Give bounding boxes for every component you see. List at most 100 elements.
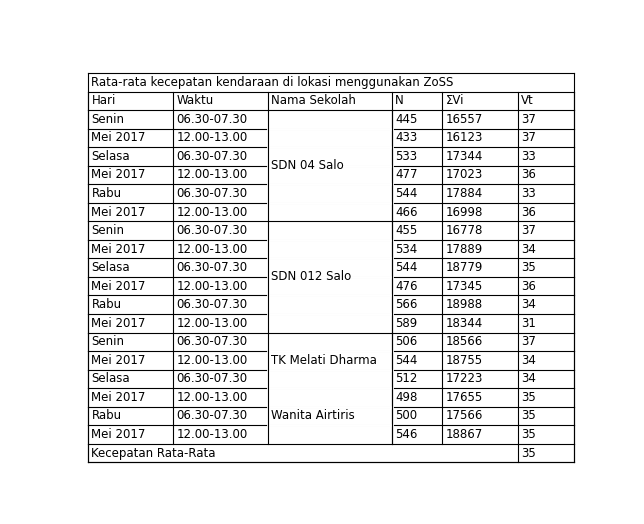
Text: Waktu: Waktu [176, 94, 214, 107]
Text: 589: 589 [395, 317, 417, 330]
Text: 06.30-07.30: 06.30-07.30 [176, 150, 247, 163]
Text: Hari: Hari [91, 94, 116, 107]
Text: 06.30-07.30: 06.30-07.30 [176, 187, 247, 200]
Text: 34: 34 [521, 298, 536, 311]
Text: 17344: 17344 [446, 150, 484, 163]
Text: Vt: Vt [521, 94, 534, 107]
Text: Rata-rata kecepatan kendaraan di lokasi menggunakan ZoSS: Rata-rata kecepatan kendaraan di lokasi … [91, 76, 454, 89]
Text: 36: 36 [521, 280, 536, 293]
Text: Mei 2017: Mei 2017 [91, 168, 146, 181]
Text: 34: 34 [521, 373, 536, 385]
Text: Mei 2017: Mei 2017 [91, 354, 146, 367]
Text: 534: 534 [395, 243, 417, 256]
Text: 06.30-07.30: 06.30-07.30 [176, 224, 247, 237]
Text: 33: 33 [521, 150, 536, 163]
Text: Mei 2017: Mei 2017 [91, 280, 146, 293]
Text: 31: 31 [521, 317, 536, 330]
Text: 466: 466 [395, 205, 417, 219]
Text: Senin: Senin [91, 224, 124, 237]
Text: 06.30-07.30: 06.30-07.30 [176, 298, 247, 311]
Text: 36: 36 [521, 205, 536, 219]
Text: Mei 2017: Mei 2017 [91, 428, 146, 441]
Text: TK Melati Dharma: TK Melati Dharma [271, 354, 377, 367]
Text: Mei 2017: Mei 2017 [91, 243, 146, 256]
Text: 37: 37 [521, 113, 536, 126]
Text: 12.00-13.00: 12.00-13.00 [176, 168, 248, 181]
Text: N: N [395, 94, 404, 107]
Text: 12.00-13.00: 12.00-13.00 [176, 317, 248, 330]
Text: 17655: 17655 [446, 391, 483, 404]
Text: Rabu: Rabu [91, 298, 122, 311]
Text: 12.00-13.00: 12.00-13.00 [176, 243, 248, 256]
Text: 35: 35 [521, 391, 536, 404]
Text: 512: 512 [395, 373, 417, 385]
Text: 533: 533 [395, 150, 417, 163]
Text: 546: 546 [395, 428, 417, 441]
Text: 33: 33 [521, 187, 536, 200]
Text: 506: 506 [395, 335, 417, 348]
Text: 544: 544 [395, 354, 417, 367]
Text: Rabu: Rabu [91, 409, 122, 422]
Text: 17889: 17889 [446, 243, 483, 256]
Text: 37: 37 [521, 335, 536, 348]
Text: Mei 2017: Mei 2017 [91, 317, 146, 330]
Text: 17345: 17345 [446, 280, 483, 293]
Text: Kecepatan Rata-Rata: Kecepatan Rata-Rata [91, 446, 216, 460]
Text: Selasa: Selasa [91, 261, 130, 274]
Text: 18566: 18566 [446, 335, 483, 348]
Text: 544: 544 [395, 261, 417, 274]
Text: 06.30-07.30: 06.30-07.30 [176, 409, 247, 422]
Text: 35: 35 [521, 261, 536, 274]
Text: 544: 544 [395, 187, 417, 200]
Text: 16123: 16123 [446, 132, 484, 144]
Text: 18867: 18867 [446, 428, 483, 441]
Text: 433: 433 [395, 132, 417, 144]
Text: 37: 37 [521, 132, 536, 144]
Text: Senin: Senin [91, 335, 124, 348]
Text: Nama Sekolah: Nama Sekolah [271, 94, 356, 107]
Text: Wanita Airtiris: Wanita Airtiris [271, 409, 355, 422]
Text: 35: 35 [521, 428, 536, 441]
Text: 12.00-13.00: 12.00-13.00 [176, 391, 248, 404]
Text: 12.00-13.00: 12.00-13.00 [176, 205, 248, 219]
Text: 34: 34 [521, 243, 536, 256]
Text: 17566: 17566 [446, 409, 484, 422]
Text: 445: 445 [395, 113, 417, 126]
Text: Selasa: Selasa [91, 373, 130, 385]
Text: 17884: 17884 [446, 187, 483, 200]
Text: 06.30-07.30: 06.30-07.30 [176, 113, 247, 126]
Text: 455: 455 [395, 224, 417, 237]
Text: SDN 012 Salo: SDN 012 Salo [271, 270, 352, 283]
Text: 37: 37 [521, 224, 536, 237]
Text: 476: 476 [395, 280, 417, 293]
Text: 06.30-07.30: 06.30-07.30 [176, 335, 247, 348]
Text: 500: 500 [395, 409, 417, 422]
Text: 498: 498 [395, 391, 417, 404]
Text: 18988: 18988 [446, 298, 483, 311]
Text: 16557: 16557 [446, 113, 483, 126]
Text: 12.00-13.00: 12.00-13.00 [176, 280, 248, 293]
Text: 36: 36 [521, 168, 536, 181]
Text: Senin: Senin [91, 113, 124, 126]
Text: 17023: 17023 [446, 168, 483, 181]
Text: 35: 35 [521, 409, 536, 422]
Text: 18755: 18755 [446, 354, 483, 367]
Text: 12.00-13.00: 12.00-13.00 [176, 428, 248, 441]
Text: 16998: 16998 [446, 205, 484, 219]
Text: 35: 35 [521, 446, 536, 460]
Text: 12.00-13.00: 12.00-13.00 [176, 354, 248, 367]
Text: 17223: 17223 [446, 373, 484, 385]
Text: 477: 477 [395, 168, 417, 181]
Text: Selasa: Selasa [91, 150, 130, 163]
Text: 16778: 16778 [446, 224, 484, 237]
Text: Rabu: Rabu [91, 187, 122, 200]
Text: 12.00-13.00: 12.00-13.00 [176, 132, 248, 144]
Text: SDN 04 Salo: SDN 04 Salo [271, 159, 344, 172]
Text: 06.30-07.30: 06.30-07.30 [176, 261, 247, 274]
Text: Mei 2017: Mei 2017 [91, 391, 146, 404]
Text: 34: 34 [521, 354, 536, 367]
Text: 18779: 18779 [446, 261, 484, 274]
Text: ΣVi: ΣVi [446, 94, 464, 107]
Text: 18344: 18344 [446, 317, 483, 330]
Text: 566: 566 [395, 298, 417, 311]
